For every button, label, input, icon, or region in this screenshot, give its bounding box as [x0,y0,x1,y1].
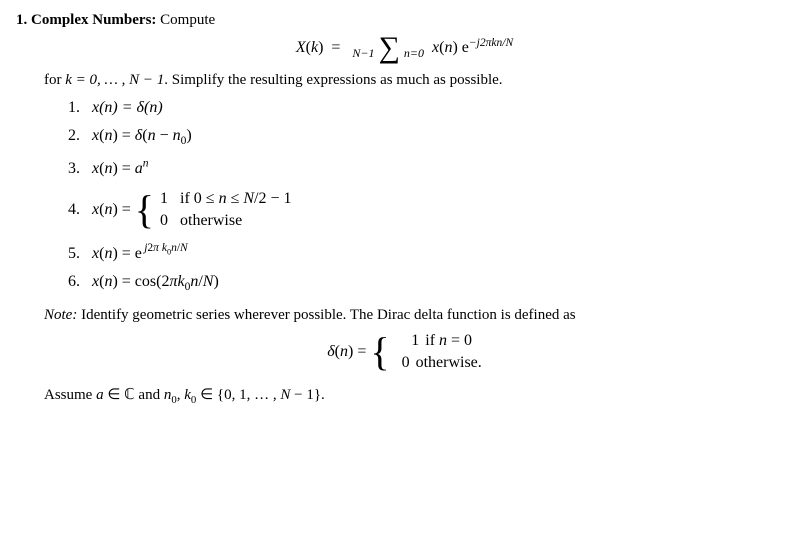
eq-exp-base: e [462,39,469,56]
item-number: 3. [68,160,88,178]
for-pre: for [44,72,65,88]
sum-upper-limit: N−1 [352,46,374,60]
case-cond: otherwise [180,212,242,229]
eq-term-func: x [432,39,439,56]
eq-lhs-var: X [296,39,306,56]
piecewise-cases: 1if n = 0 0otherwise. [396,330,482,375]
eq-exponent: −j2πkn/N [469,37,513,49]
for-clause: for k = 0, … , N − 1. Simplify the resul… [44,72,793,89]
sigma-icon: ∑ [379,31,400,64]
main-equation: X(k) = N−1 ∑ n=0 x(n) e−j2πkn/N [16,35,793,62]
case-value: 0 [396,352,416,374]
list-item: 6. x(n) = cos(2πk0n/N) [68,273,793,293]
case-value: 0 [160,210,180,232]
note-section: Note: Identify geometric series wherever… [44,307,793,324]
item-number: 6. [68,273,88,291]
eq-term-arg: n [444,39,452,56]
for-math: k = 0, … , N − 1 [65,72,164,88]
case-row: 0otherwise. [396,352,482,374]
case-row: 1if n = 0 [396,330,482,352]
item-expr: x(n) = e j2π k0n/N [92,245,188,262]
list-item: 5. x(n) = e j2π k0n/N [68,242,793,262]
delta-equation: δ(n) = { 1if n = 0 0otherwise. [16,330,793,375]
item-lhs: x(n) = [92,201,135,218]
list-item: 3. x(n) = an [68,157,793,177]
case-row: 0otherwise [160,210,291,232]
list-item: 4. x(n) = { 1if 0 ≤ n ≤ N/2 − 1 0otherwi… [68,188,793,233]
item-number: 1. [68,99,88,117]
assume-line: Assume a ∈ ℂ and n0, k0 ∈ {0, 1, … , N −… [44,385,793,406]
piecewise-block: { 1if n = 0 0otherwise. [370,330,481,375]
piecewise-cases: 1if 0 ≤ n ≤ N/2 − 1 0otherwise [160,188,291,233]
problem-topic: Complex Numbers: [31,12,156,28]
problem-verb: Compute [160,12,215,28]
left-brace-icon: { [135,194,154,226]
list-item: 1. x(n) = δ(n) [68,99,793,117]
eq-lhs-arg: k [311,39,318,56]
case-cond: otherwise. [416,354,482,371]
item-number: 2. [68,127,88,145]
note-label: Note: [44,307,77,323]
delta-lhs: δ(n) = [327,343,370,360]
item-expr: x(n) = cos(2πk0n/N) [92,273,219,290]
problem-number: 1. [16,12,27,28]
problem-heading: 1. Complex Numbers: Compute [16,12,793,29]
piecewise-block: { 1if 0 ≤ n ≤ N/2 − 1 0otherwise [135,188,292,233]
item-expr: x(n) = δ(n) [92,99,163,116]
subproblem-list: 1. x(n) = δ(n) 2. x(n) = δ(n − n0) 3. x(… [68,99,793,293]
item-number: 5. [68,245,88,263]
sum-lower-limit: n=0 [404,46,424,60]
case-value: 1 [160,188,180,210]
case-cond: if n = 0 [425,332,472,349]
case-row: 1if 0 ≤ n ≤ N/2 − 1 [160,188,291,210]
case-value: 1 [405,330,425,352]
list-item: 2. x(n) = δ(n − n0) [68,127,793,147]
item-number: 4. [68,201,88,219]
for-post: . Simplify the resulting expressions as … [164,72,502,88]
note-text: Identify geometric series wherever possi… [77,307,575,323]
left-brace-icon: { [370,336,389,368]
summation-symbol: N−1 ∑ n=0 [352,35,424,62]
item-expr: x(n) = δ(n − n0) [92,127,192,144]
item-expr: x(n) = an [92,160,149,177]
case-cond: if 0 ≤ n ≤ N/2 − 1 [180,190,291,207]
